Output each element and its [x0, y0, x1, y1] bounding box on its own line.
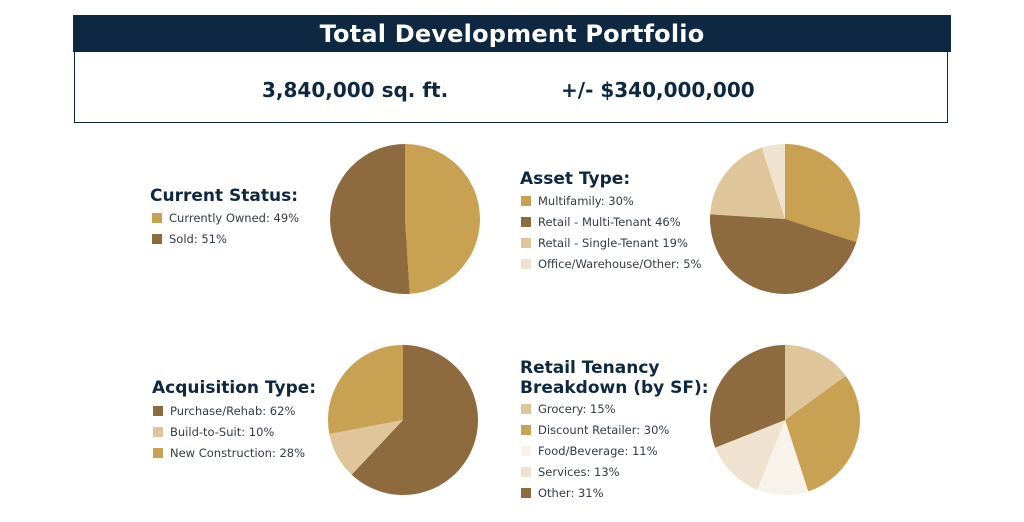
- legend-label: Food/Beverage: 11%: [538, 443, 658, 458]
- legend-swatch: [152, 233, 162, 244]
- legend-label: Other: 31%: [538, 485, 604, 500]
- legend-item: Services: 13%: [521, 461, 669, 482]
- retail-tenancy-pie: [710, 345, 860, 495]
- pie-slice: [710, 345, 785, 448]
- legend-item: Office/Warehouse/Other: 5%: [521, 253, 701, 274]
- legend-item: Discount Retailer: 30%: [521, 419, 669, 440]
- legend-label: New Construction: 28%: [170, 445, 306, 460]
- legend-swatch: [153, 405, 163, 416]
- legend-label: Services: 13%: [538, 464, 620, 479]
- legend-label: Purchase/Rehab: 62%: [170, 403, 296, 418]
- pie-slice: [785, 144, 860, 243]
- legend-label: Grocery: 15%: [538, 401, 616, 416]
- pie-slice: [715, 420, 785, 490]
- legend-swatch: [153, 447, 163, 458]
- pie-slice: [405, 144, 480, 294]
- legend-swatch: [521, 466, 531, 477]
- legend-label: Build-to-Suit: 10%: [170, 424, 275, 439]
- legend-label: Discount Retailer: 30%: [538, 422, 670, 437]
- retail-tenancy-legend: Grocery: 15% Discount Retailer: 30% Food…: [521, 398, 669, 503]
- legend-item: New Construction: 28%: [153, 442, 305, 463]
- legend-swatch: [153, 426, 163, 437]
- retail-tenancy-title-line-1: Retail Tenancy: [520, 358, 660, 378]
- legend-swatch: [521, 258, 531, 269]
- portfolio-summary-box: 3,840,000 sq. ft. +/- $340,000,000: [74, 52, 948, 123]
- legend-swatch: [521, 424, 531, 435]
- legend-swatch: [521, 237, 531, 248]
- legend-item: Build-to-Suit: 10%: [153, 421, 305, 442]
- legend-item: Multifamily: 30%: [521, 190, 701, 211]
- total-value-amount: +/- $340,000,000: [561, 78, 755, 102]
- legend-label: Multifamily: 30%: [538, 193, 634, 208]
- current-status-legend: Currently Owned: 49% Sold: 51%: [152, 207, 299, 249]
- legend-label: Currently Owned: 49%: [169, 210, 300, 225]
- legend-label: Retail - Multi-Tenant 46%: [538, 214, 681, 229]
- pie-slice: [757, 420, 809, 495]
- legend-swatch: [521, 445, 531, 456]
- legend-swatch: [521, 403, 531, 414]
- pie-slice: [329, 420, 403, 475]
- pie-slice: [785, 345, 846, 420]
- legend-label: Sold: 51%: [169, 231, 227, 246]
- pie-slice: [329, 144, 410, 294]
- page-title: Total Development Portfolio: [319, 19, 705, 48]
- legend-item: Purchase/Rehab: 62%: [153, 400, 305, 421]
- legend-item: Food/Beverage: 11%: [521, 440, 669, 461]
- legend-item: Grocery: 15%: [521, 398, 669, 419]
- pie-slice: [785, 375, 860, 492]
- pie-slice: [710, 147, 785, 219]
- asset-type-title: Asset Type:: [520, 169, 631, 189]
- asset-type-pie: [710, 144, 860, 295]
- current-status-pie: [329, 144, 480, 294]
- legend-item: Currently Owned: 49%: [152, 207, 299, 228]
- legend-item: Sold: 51%: [152, 228, 299, 249]
- legend-item: Retail - Multi-Tenant 46%: [521, 211, 701, 232]
- legend-swatch: [521, 216, 531, 227]
- legend-item: Retail - Single-Tenant 19%: [521, 232, 701, 253]
- legend-label: Retail - Single-Tenant 19%: [538, 235, 688, 250]
- retail-tenancy-title: Retail Tenancy Breakdown (by SF):: [520, 358, 709, 398]
- acquisition-type-title: Acquisition Type:: [152, 378, 317, 398]
- pie-slice: [710, 214, 857, 295]
- legend-label: Office/Warehouse/Other: 5%: [538, 256, 702, 271]
- legend-swatch: [152, 212, 162, 223]
- pie-slice: [328, 345, 403, 435]
- retail-tenancy-title-line-2: Breakdown (by SF):: [520, 378, 709, 398]
- legend-swatch: [521, 195, 531, 206]
- legend-swatch: [521, 487, 531, 498]
- asset-type-legend: Multifamily: 30% Retail - Multi-Tenant 4…: [521, 190, 701, 274]
- legend-item: Other: 31%: [521, 482, 669, 503]
- total-area-value: 3,840,000 sq. ft.: [262, 78, 449, 102]
- current-status-title: Current Status:: [150, 186, 299, 206]
- portfolio-title-bar: Total Development Portfolio: [73, 15, 951, 52]
- acquisition-type-legend: Purchase/Rehab: 62% Build-to-Suit: 10% N…: [153, 400, 305, 463]
- pie-slice: [761, 144, 785, 219]
- pie-slice: [351, 345, 478, 495]
- acquisition-type-pie: [328, 345, 478, 495]
